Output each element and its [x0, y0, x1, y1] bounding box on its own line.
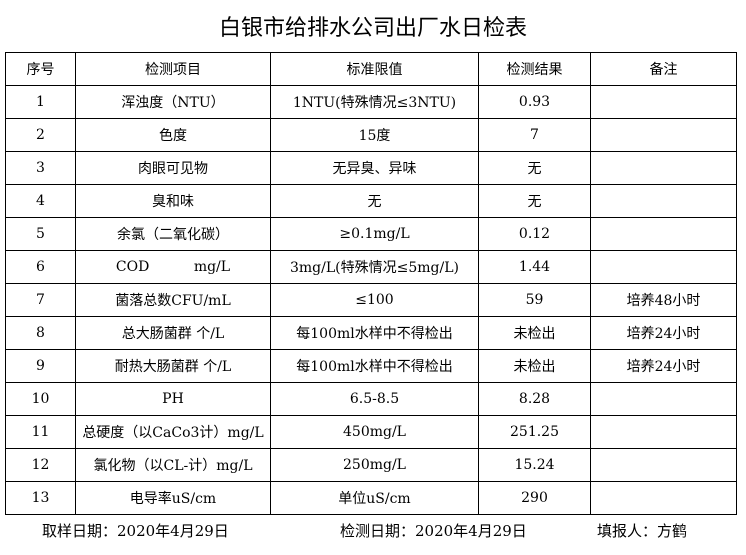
- cell: 250mg/L: [270, 448, 479, 482]
- table-row: 6 COD mg/L 3mg/L(特殊情况≤5mg/L) 1.44: [5, 250, 737, 284]
- cell: 每100ml水样中不得检出: [270, 349, 479, 383]
- table-row: 5 余氯（二氧化碳） ≥0.1mg/L 0.12: [5, 217, 737, 251]
- cell: 251.25: [478, 415, 591, 449]
- cell: 12: [5, 448, 76, 482]
- cell: 6.5-8.5: [270, 382, 479, 416]
- table-row: 3 肉眼可见物 无异臭、异味无: [5, 151, 737, 185]
- cell: COD mg/L: [75, 250, 271, 284]
- table-row: 12 氯化物（以CL-计）mg/L 250mg/L 15.24: [5, 448, 737, 482]
- cell: [590, 481, 737, 515]
- cell: [590, 151, 737, 185]
- cell: 培养48小时: [590, 283, 737, 317]
- cell: 15度: [270, 118, 479, 152]
- cell: 备注: [590, 52, 737, 86]
- cell: [590, 118, 737, 152]
- cell: 无异臭、异味: [270, 151, 479, 185]
- table: 序号 检测项目 标准限值 检测结果 备注 1 浑浊度（NTU） 1NTU(特殊情况≤3NTU)…: [5, 52, 737, 515]
- cell: 培养24小时: [590, 316, 737, 350]
- cell: [590, 184, 737, 218]
- table-row: 11 总硬度（以CaCo3计）mg/L 450mg/L 251.25: [5, 415, 737, 449]
- cell: 5: [5, 217, 76, 251]
- cell: 1.44: [478, 250, 591, 284]
- cell: ≤100: [270, 283, 479, 317]
- cell: 4: [5, 184, 76, 218]
- cell: 7: [5, 283, 76, 317]
- cell: 序号: [5, 52, 76, 86]
- cell: 15.24: [478, 448, 591, 482]
- cell: 单位uS/cm: [270, 481, 479, 515]
- cell: 9: [5, 349, 76, 383]
- cell: 余氯（二氧化碳）: [75, 217, 271, 251]
- cell: 11: [5, 415, 76, 449]
- table-row: 10 PH 6.5-8.5 8.28: [5, 382, 737, 416]
- cell: 色度: [75, 118, 271, 152]
- title: 白银市给排水公司出厂水日检表: [218, 16, 527, 41]
- table-row: 13 电导率uS/cm 单位uS/cm 290: [5, 481, 737, 515]
- cell: [590, 448, 737, 482]
- cell: 氯化物（以CL-计）mg/L: [75, 448, 271, 482]
- cell: 3: [5, 151, 76, 185]
- cell: 菌落总数CFU/mL: [75, 283, 271, 317]
- table-row: 9 耐热大肠菌群 个/L 每100ml水样中不得检出 未检出 培养24小时: [5, 349, 737, 383]
- table-row: 7 菌落总数CFU/mL ≤100 59 培养48小时: [5, 283, 737, 317]
- cell: 检测项目: [75, 52, 271, 86]
- cell: 无: [478, 184, 591, 218]
- cell: 臭和味: [75, 184, 271, 218]
- cell: 未检出: [478, 349, 591, 383]
- cell: [590, 415, 737, 449]
- cell: 8: [5, 316, 76, 350]
- cell: 3mg/L(特殊情况≤5mg/L): [270, 250, 479, 284]
- cell: 1NTU(特殊情况≤3NTU): [270, 85, 479, 119]
- cell: 2: [5, 118, 76, 152]
- sampling-date: 取样日期：2020年4月29日: [42, 522, 229, 540]
- cell: 8.28: [478, 382, 591, 416]
- cell: [590, 250, 737, 284]
- cell: PH: [75, 382, 271, 416]
- cell: 10: [5, 382, 76, 416]
- cell: 7: [478, 118, 591, 152]
- cell: 标准限值: [270, 52, 479, 86]
- cell: 无: [270, 184, 479, 218]
- cell: 总硬度（以CaCo3计）mg/L: [75, 415, 271, 449]
- table-row: 4 臭和味无无: [5, 184, 737, 218]
- table-row: 2 色度 15度 7: [5, 118, 737, 152]
- cell: 总大肠菌群 个/L: [75, 316, 271, 350]
- cell: 6: [5, 250, 76, 284]
- cell: [590, 217, 737, 251]
- cell: 电导率uS/cm: [75, 481, 271, 515]
- cell: 59: [478, 283, 591, 317]
- table-row: 8 总大肠菌群 个/L 每100ml水样中不得检出 未检出 培养24小时: [5, 316, 737, 350]
- cell: 13: [5, 481, 76, 515]
- cell: [590, 382, 737, 416]
- cell: 1: [5, 85, 76, 119]
- header-row: 序号 检测项目 标准限值 检测结果 备注: [5, 52, 737, 86]
- cell: 290: [478, 481, 591, 515]
- cell: 无: [478, 151, 591, 185]
- table-row: 1 浑浊度（NTU） 1NTU(特殊情况≤3NTU) 0.93: [5, 85, 737, 119]
- cell: 肉眼可见物: [75, 151, 271, 185]
- cell: [590, 85, 737, 119]
- cell: 每100ml水样中不得检出: [270, 316, 479, 350]
- cell: 培养24小时: [590, 349, 737, 383]
- cell: ≥0.1mg/L: [270, 217, 479, 251]
- cell: 耐热大肠菌群 个/L: [75, 349, 271, 383]
- cell: 检测结果: [478, 52, 591, 86]
- reporter: 填报人：方鹤: [597, 522, 688, 540]
- test-date: 检测日期：2020年4月29日: [340, 522, 527, 540]
- cell: 未检出: [478, 316, 591, 350]
- cell: 0.12: [478, 217, 591, 251]
- cell: 0.93: [478, 85, 591, 119]
- cell: 450mg/L: [270, 415, 479, 449]
- cell: 浑浊度（NTU）: [75, 85, 271, 119]
